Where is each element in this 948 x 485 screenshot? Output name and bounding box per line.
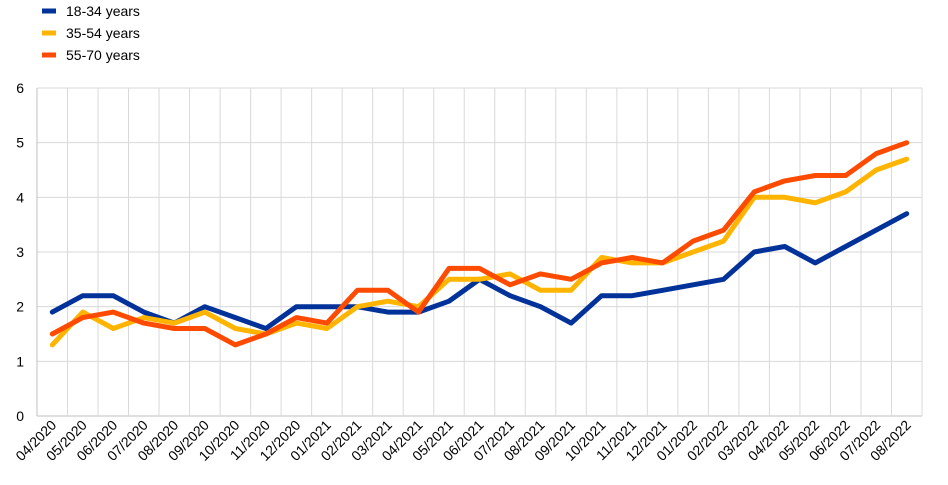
- legend-label-1: 18-34 years: [66, 3, 140, 19]
- series-line-3: [49, 140, 910, 348]
- y-tick-label-0: 0: [16, 408, 24, 424]
- y-tick-label-4: 4: [16, 189, 24, 205]
- y-tick-label-5: 5: [16, 135, 24, 151]
- series-line-2: [49, 156, 910, 348]
- y-tick-label-2: 2: [16, 299, 24, 315]
- x-axis-tick-labels: 04/202005/202006/202007/202008/202009/20…: [12, 417, 914, 464]
- legend: 18-34 years 35-54 years 55-70 years: [42, 3, 140, 63]
- legend-label-3: 55-70 years: [66, 47, 140, 63]
- y-axis-tick-labels: 0 1 2 3 4 5 6: [16, 80, 24, 424]
- legend-label-2: 35-54 years: [66, 25, 140, 41]
- grid: [36, 87, 923, 417]
- y-tick-label-6: 6: [16, 80, 24, 96]
- y-tick-label-1: 1: [16, 353, 24, 369]
- y-tick-label-3: 3: [16, 244, 24, 260]
- series-lines: [49, 140, 910, 348]
